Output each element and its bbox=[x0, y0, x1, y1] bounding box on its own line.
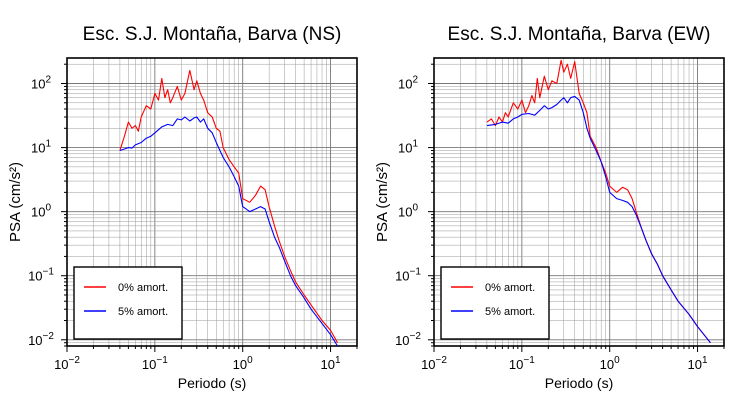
x-tick-label: 10−2 bbox=[421, 355, 447, 372]
plot-frame bbox=[433, 57, 725, 347]
legend-box bbox=[73, 266, 183, 340]
legend-label: 0% amort. bbox=[118, 282, 168, 294]
y-tick-label: 101 bbox=[398, 139, 418, 156]
y-tick-label: 101 bbox=[31, 139, 51, 156]
series-group bbox=[119, 69, 338, 346]
x-tick-label: 101 bbox=[688, 355, 708, 372]
legend-label: 0% amort. bbox=[485, 282, 535, 294]
series-line-damping-5 bbox=[486, 95, 711, 344]
series-line-damping-0 bbox=[119, 69, 338, 343]
x-axis-label: Periodo (s) bbox=[545, 375, 613, 391]
y-axis-label: PSA (cm/s²) bbox=[374, 162, 391, 242]
x-tick-label: 10−1 bbox=[142, 355, 168, 372]
y-tick-label: 10−1 bbox=[395, 267, 421, 284]
legend-label: 5% amort. bbox=[118, 306, 168, 318]
series-group bbox=[486, 59, 711, 344]
chart-panel-ew: Esc. S.J. Montaña, Barva (EW) 10−2 10−1 100… bbox=[374, 24, 725, 391]
y-tick-label: 10−2 bbox=[395, 331, 421, 348]
chart-title: Esc. S.J. Montaña, Barva (NS) bbox=[83, 24, 342, 45]
series-line-damping-5 bbox=[119, 116, 338, 346]
tick-marks bbox=[428, 63, 725, 352]
y-tick-label: 100 bbox=[398, 203, 418, 220]
y-tick-label: 10−1 bbox=[28, 267, 54, 284]
chart-title: Esc. S.J. Montaña, Barva (EW) bbox=[448, 24, 711, 45]
y-axis-label: PSA (cm/s²) bbox=[7, 162, 24, 242]
chart-panel-ns: Esc. S.J. Montaña, Barva (NS) 10−2 10−1 100… bbox=[7, 24, 358, 391]
legend-label: 5% amort. bbox=[485, 306, 535, 318]
y-tick-label: 102 bbox=[398, 74, 418, 91]
x-tick-label: 101 bbox=[321, 355, 341, 372]
y-tick-label: 102 bbox=[31, 74, 51, 91]
legend: 0% amort. 5% amort. bbox=[440, 266, 550, 340]
plot-frame bbox=[66, 57, 358, 347]
legend: 0% amort. 5% amort. bbox=[73, 266, 183, 340]
x-tick-label: 100 bbox=[600, 355, 620, 372]
tick-marks bbox=[61, 63, 358, 352]
x-tick-label: 10−2 bbox=[54, 355, 80, 372]
y-tick-label: 100 bbox=[31, 203, 51, 220]
legend-box bbox=[440, 266, 550, 340]
x-axis-label: Periodo (s) bbox=[178, 375, 246, 391]
y-tick-label: 10−2 bbox=[28, 331, 54, 348]
x-tick-label: 100 bbox=[233, 355, 253, 372]
x-tick-label: 10−1 bbox=[509, 355, 535, 372]
